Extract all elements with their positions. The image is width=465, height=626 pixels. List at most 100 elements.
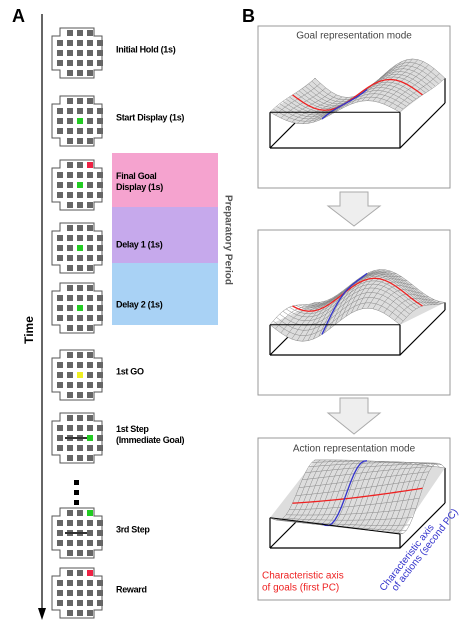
grid-square [77, 580, 83, 586]
grid-square [87, 372, 93, 378]
grid-square [57, 600, 63, 606]
grid-square [87, 182, 93, 188]
cue [87, 162, 93, 168]
grid-square [57, 235, 63, 241]
grid-square [67, 315, 73, 321]
grid-square [77, 415, 83, 421]
grid-square [57, 50, 63, 56]
grid-square [67, 192, 73, 198]
grid-square [77, 98, 83, 104]
step-label: 1st GO [116, 366, 144, 376]
grid-square [87, 600, 93, 606]
grid-square [77, 392, 83, 398]
grid-square [67, 285, 73, 291]
grid-square [67, 580, 73, 586]
grid-square [97, 530, 103, 536]
cue [77, 118, 83, 124]
cue [77, 372, 83, 378]
grid-square [97, 315, 103, 321]
grid-square [87, 325, 93, 331]
cue [87, 510, 93, 516]
grid-square [77, 352, 83, 358]
cue [77, 245, 83, 251]
grid-square [77, 50, 83, 56]
grid-square [67, 172, 73, 178]
grid-square [77, 128, 83, 134]
grid-square [97, 382, 103, 388]
grid-square [77, 265, 83, 271]
grid-square [67, 305, 73, 311]
grid-square [57, 580, 63, 586]
grid-square [77, 70, 83, 76]
grid-square [67, 590, 73, 596]
step-label: 1st Step [116, 424, 149, 434]
grid-square [87, 352, 93, 358]
grid-square [67, 30, 73, 36]
grid-square [77, 172, 83, 178]
grid-square [77, 590, 83, 596]
grid-square [77, 255, 83, 261]
step-label: Final Goal [116, 171, 157, 181]
grid-square [97, 108, 103, 114]
grid-square [97, 580, 103, 586]
grid-square [87, 392, 93, 398]
grid-square [57, 435, 63, 441]
grid-square [97, 435, 103, 441]
grid-square [57, 520, 63, 526]
grid-square [77, 40, 83, 46]
grid-square [57, 540, 63, 546]
grid-square [67, 60, 73, 66]
grid-square [57, 305, 63, 311]
flow-arrow [328, 192, 380, 226]
grid-square [67, 570, 73, 576]
step-label: (Immediate Goal) [116, 435, 185, 445]
grid-square [87, 128, 93, 134]
grid-square [57, 372, 63, 378]
grid-square [87, 610, 93, 616]
grid-square [97, 540, 103, 546]
grid-square [97, 235, 103, 241]
grid-square [87, 425, 93, 431]
grid-square [77, 610, 83, 616]
grid-square [97, 305, 103, 311]
goal-axis-label: of goals (first PC) [262, 583, 339, 594]
grid-square [67, 255, 73, 261]
grid-square [87, 202, 93, 208]
grid-square [87, 192, 93, 198]
grid-square [77, 445, 83, 451]
grid-square [97, 245, 103, 251]
grid-square [67, 108, 73, 114]
grid-square [67, 372, 73, 378]
plot-title: Action representation mode [293, 444, 416, 455]
grid-square [67, 382, 73, 388]
grid-square [87, 172, 93, 178]
step-label: Initial Hold (1s) [116, 44, 176, 54]
grid-square [57, 172, 63, 178]
grid-square [77, 235, 83, 241]
cue [77, 305, 83, 311]
grid-square [87, 70, 93, 76]
grid-square [77, 225, 83, 231]
grid-square [77, 540, 83, 546]
grid-square [77, 285, 83, 291]
grid-square [97, 590, 103, 596]
grid-square [57, 295, 63, 301]
grid-square [57, 60, 63, 66]
grid-square [67, 600, 73, 606]
grid-square [87, 590, 93, 596]
grid-square [97, 172, 103, 178]
time-arrow [38, 608, 46, 620]
grid-square [77, 202, 83, 208]
grid-square [87, 305, 93, 311]
grid-square [97, 445, 103, 451]
cue [87, 570, 93, 576]
grid-square [87, 235, 93, 241]
grid-square [57, 182, 63, 188]
grid-square [67, 235, 73, 241]
grid-square [67, 425, 73, 431]
grid-square [67, 162, 73, 168]
grid-square [87, 382, 93, 388]
step-label: Reward [116, 584, 147, 594]
figure: A B Preparatory Period Time Initial Hold… [0, 0, 465, 626]
delay2-band [112, 263, 218, 325]
